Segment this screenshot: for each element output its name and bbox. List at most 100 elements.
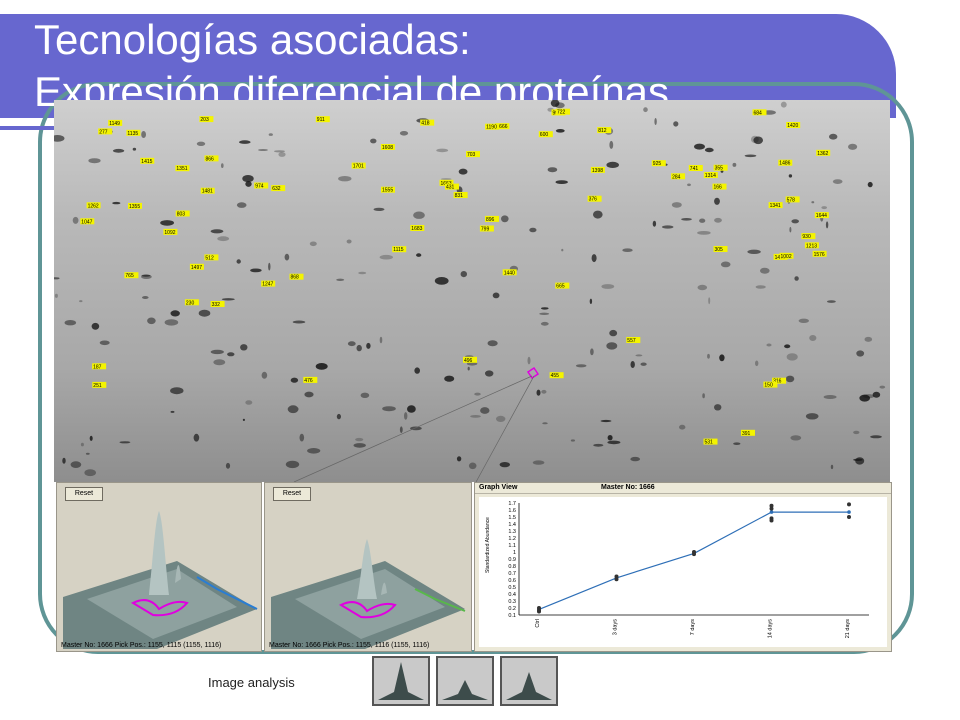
gel-spot: [697, 231, 711, 235]
spot-label[interactable]: 684: [752, 109, 767, 116]
spot-label[interactable]: 578: [785, 196, 800, 203]
y-tick-label: 1.5: [508, 515, 516, 521]
spot-label[interactable]: 600: [538, 131, 553, 138]
spot-label[interactable]: 187: [92, 363, 107, 370]
spot-label[interactable]: 531: [703, 438, 718, 446]
thumbnail-peak-3[interactable]: [500, 656, 558, 706]
spot-label[interactable]: 332: [210, 301, 225, 308]
gel-spot: [250, 268, 262, 273]
gel-spot: [285, 460, 300, 469]
spot-label[interactable]: 1341: [768, 202, 783, 209]
spot-label[interactable]: 866: [204, 155, 219, 162]
gel-spot: [273, 150, 286, 153]
spot-label[interactable]: 1115: [392, 246, 407, 253]
gel-spot: [379, 336, 383, 344]
reset-button-middle[interactable]: Reset: [273, 487, 311, 501]
spot-label[interactable]: 230: [184, 299, 199, 306]
spot-label[interactable]: 391: [741, 429, 755, 437]
gel-spot: [407, 405, 416, 413]
spot-label[interactable]: 455: [549, 372, 564, 379]
spot-label[interactable]: 203: [199, 116, 214, 123]
spot-label[interactable]: 925: [651, 160, 666, 167]
gel-spot: [119, 441, 131, 444]
spot-label[interactable]: 632: [271, 185, 286, 192]
gel-spot: [290, 377, 299, 383]
thumbnail-peak-1[interactable]: [372, 656, 430, 706]
sample-point: [614, 577, 619, 582]
spot-label[interactable]: 512: [204, 254, 219, 261]
spot-label[interactable]: 431: [445, 183, 459, 191]
gel-spot: [221, 163, 224, 168]
spot-label[interactable]: 974: [254, 182, 269, 190]
spot-label[interactable]: 557: [626, 337, 641, 344]
spot-label[interactable]: 476: [303, 376, 318, 384]
spot-label[interactable]: 1351: [175, 165, 190, 172]
gel-spot: [609, 329, 618, 337]
spot-label[interactable]: 1355: [128, 202, 142, 210]
spot-label[interactable]: 911: [315, 116, 330, 123]
spot-label[interactable]: 741: [688, 165, 703, 172]
spot-label[interactable]: 1555: [381, 186, 395, 194]
spot-label[interactable]: 1644: [814, 212, 829, 219]
spot-label[interactable]: 150: [763, 381, 778, 389]
spot-label[interactable]: 868: [289, 273, 304, 281]
spot-label[interactable]: 1149: [108, 119, 123, 127]
spot-label[interactable]: 1666: [495, 123, 510, 130]
svg-text:1355: 1355: [129, 204, 140, 210]
spot-label[interactable]: 665: [555, 282, 570, 290]
spot-label[interactable]: 418: [420, 119, 435, 127]
spot-label[interactable]: 1247: [261, 280, 276, 288]
svg-text:277: 277: [99, 129, 108, 135]
spot-label[interactable]: 1398: [590, 166, 605, 174]
spot-label[interactable]: 1497: [189, 263, 204, 271]
spot-label[interactable]: 722: [556, 108, 570, 116]
spot-label[interactable]: 1683: [410, 225, 425, 232]
spot-label[interactable]: 1415: [140, 157, 155, 165]
spot-label[interactable]: 812: [597, 127, 612, 134]
thumbnail-peak-2[interactable]: [436, 656, 494, 706]
reset-button-left[interactable]: Reset: [65, 487, 103, 501]
spot-label[interactable]: 1092: [163, 228, 178, 236]
spot-label[interactable]: 376: [587, 195, 602, 203]
gel-spot: [245, 400, 253, 405]
spot-label[interactable]: 1213: [804, 242, 819, 249]
spot-label[interactable]: 831: [453, 192, 468, 199]
spot-label[interactable]: 1608: [380, 144, 395, 151]
spot-label[interactable]: 765: [124, 272, 139, 279]
spot-label[interactable]: 1262: [86, 202, 101, 209]
spot-label[interactable]: 703: [466, 151, 480, 158]
spot-label[interactable]: 1440: [502, 269, 517, 276]
spot-label[interactable]: 1481: [200, 187, 215, 195]
spot-label[interactable]: 251: [92, 381, 107, 389]
gel-spot: [747, 249, 761, 254]
spot-label[interactable]: 1420: [786, 122, 801, 129]
spot-label[interactable]: 803: [175, 210, 190, 218]
spot-label[interactable]: 1190: [485, 123, 500, 131]
spot-label[interactable]: 166: [712, 183, 727, 191]
spot-label[interactable]: 930: [801, 233, 816, 240]
gel-spot: [356, 344, 362, 352]
gel-spot: [714, 217, 722, 223]
svg-text:332: 332: [212, 302, 221, 308]
svg-text:703: 703: [467, 152, 476, 158]
spot-label[interactable]: 284: [671, 173, 686, 180]
sample-point: [847, 515, 851, 519]
spot-label[interactable]: 277: [98, 128, 113, 135]
spot-label[interactable]: 1314: [703, 172, 718, 179]
gel-spot: [601, 284, 615, 289]
spot-label[interactable]: 305: [713, 246, 728, 253]
spot-label[interactable]: 1047: [80, 218, 95, 225]
spot-label[interactable]: 896: [485, 215, 499, 223]
spot-label[interactable]: 1486: [778, 159, 793, 167]
spot-label[interactable]: 1701: [351, 162, 366, 170]
spot-label[interactable]: 1362: [816, 149, 831, 157]
spot-label[interactable]: 1002: [779, 252, 794, 260]
spot-label[interactable]: 496: [463, 356, 477, 364]
gel-spot: [485, 370, 494, 377]
spot-label[interactable]: 1576: [812, 250, 827, 258]
spot-label[interactable]: 799: [479, 225, 494, 233]
spot-label[interactable]: 1135: [126, 129, 141, 137]
spot-label[interactable]: 355: [713, 164, 728, 172]
gel-spot: [62, 457, 66, 464]
gel-spot: [414, 367, 421, 374]
